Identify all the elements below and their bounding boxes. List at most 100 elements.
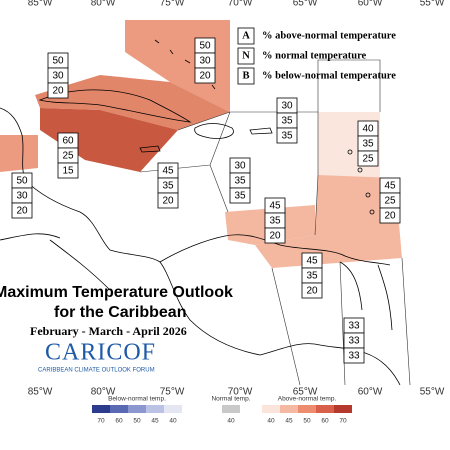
probability-below: 35 <box>281 131 293 142</box>
probability-below: 20 <box>306 286 318 297</box>
probability-cell <box>157 192 179 209</box>
probability-normal: 30 <box>52 71 64 82</box>
colorbar: Below-normal temp. 70 60 50 45 40 Normal temp.… <box>92 396 352 425</box>
key-text: % above-normal temperature <box>262 30 396 41</box>
colorbar-tick: 60 <box>115 418 123 425</box>
longitude-bottom: 80°W <box>91 387 116 398</box>
longitude-top: 65°W <box>293 0 318 9</box>
probability-box: 60 25 15 <box>57 132 79 179</box>
probability-box: 45 25 20 <box>379 177 401 224</box>
key-text: % normal temperature <box>262 50 367 61</box>
probability-cell <box>57 162 79 179</box>
colorbar-swatch <box>110 405 128 413</box>
probability-above: 33 <box>348 321 360 332</box>
longitude-bottom: 55°W <box>420 387 445 398</box>
colorbar-tick: 70 <box>339 418 347 425</box>
probability-box: 50 30 20 <box>47 52 69 99</box>
colorbar-swatch <box>316 405 334 413</box>
colorbar-tick: 40 <box>267 418 275 425</box>
key-letter: B <box>242 70 249 81</box>
zone-belize <box>0 135 38 172</box>
key-letter: N <box>242 50 250 61</box>
colorbar-swatch <box>222 405 240 413</box>
probability-normal: 33 <box>348 336 360 347</box>
colorbar-tick: 50 <box>133 418 141 425</box>
probability-below: 20 <box>269 231 281 242</box>
probability-normal: 25 <box>384 196 396 207</box>
probability-normal: 35 <box>234 176 246 187</box>
probability-above: 50 <box>16 176 28 187</box>
probability-normal: 30 <box>199 56 211 67</box>
colorbar-swatch <box>280 405 298 413</box>
longitude-top: 55°W <box>420 0 445 9</box>
key-box <box>237 27 255 45</box>
probability-below: 20 <box>52 86 64 97</box>
colorbar-swatch <box>164 405 182 413</box>
colorbar-tick: 50 <box>303 418 311 425</box>
probability-normal: 35 <box>162 181 174 192</box>
probability-cell <box>47 82 69 99</box>
probability-box: 50 30 20 <box>194 37 216 84</box>
colorbar-swatch <box>92 405 110 413</box>
probability-above: 50 <box>52 56 64 67</box>
colorbar-title: Normal temp. <box>211 396 250 403</box>
probability-below: 20 <box>162 196 174 207</box>
probability-cell <box>357 150 379 167</box>
probability-cell <box>194 67 216 84</box>
longitude-top: 85°W <box>28 0 53 9</box>
colorbar-tick: 60 <box>321 418 329 425</box>
colorbar-tick: 45 <box>285 418 293 425</box>
colorbar-tick: 40 <box>227 418 235 425</box>
probability-below: 20 <box>199 71 211 82</box>
key-letter: A <box>242 30 250 41</box>
probability-normal: 35 <box>306 271 318 282</box>
probability-above: 30 <box>281 101 293 112</box>
colorbar-tick: 70 <box>97 418 105 425</box>
probability-below: 20 <box>384 211 396 222</box>
longitude-top: 80°W <box>91 0 116 9</box>
longitude-bottom: 65°W <box>293 387 318 398</box>
probability-above: 45 <box>384 181 396 192</box>
colorbar-tick: 40 <box>169 418 177 425</box>
probability-above: 45 <box>269 201 281 212</box>
probability-box: 50 30 20 <box>11 172 33 219</box>
colorbar-swatch <box>146 405 164 413</box>
probability-below: 35 <box>234 191 246 202</box>
probability-below: 25 <box>362 154 374 165</box>
probability-normal: 35 <box>269 216 281 227</box>
probability-normal: 35 <box>362 139 374 150</box>
probability-normal: 25 <box>62 151 74 162</box>
longitude-labels: 85°W 80°W 75°W 70°W 65°W 60°W 55°W 85°W 80°W 75°W… <box>28 0 445 398</box>
probability-box: 40 35 25 <box>357 120 379 167</box>
longitude-bottom: 60°W <box>358 387 383 398</box>
key: A % above-normal temperature N % normal tem… <box>237 27 396 85</box>
probability-boxes: 50 30 20 50 30 20 60 25 15 50 30 20 45 35 20 30 35 35 30 35… <box>11 37 401 364</box>
probability-box: 45 35 20 <box>301 252 323 299</box>
probability-above: 60 <box>62 136 74 147</box>
probability-cell <box>276 127 298 144</box>
zone-windwards <box>315 175 400 235</box>
probability-cell <box>343 347 365 364</box>
probability-below: 15 <box>62 166 74 177</box>
probability-box: 33 33 33 <box>343 317 365 364</box>
probability-above: 40 <box>362 124 374 135</box>
probability-normal: 30 <box>16 191 28 202</box>
longitude-top: 70°W <box>228 0 253 9</box>
colorbar-title: Below-normal temp. <box>108 396 166 403</box>
probability-cell <box>11 202 33 219</box>
probability-cell <box>301 282 323 299</box>
season: February - March - April 2026 <box>30 324 187 338</box>
probability-above: 45 <box>306 256 318 267</box>
probability-above: 30 <box>234 161 246 172</box>
longitude-top: 60°W <box>358 0 383 9</box>
colorbar-swatch <box>334 405 352 413</box>
longitude-bottom: 75°W <box>160 387 185 398</box>
zone-jamaica <box>40 108 178 172</box>
key-box <box>237 67 255 85</box>
probability-cell <box>229 187 251 204</box>
key-box <box>237 47 255 65</box>
probability-cell <box>379 207 401 224</box>
logo-subtitle: CARIBBEAN CLIMATE OUTLOOK FORUM <box>38 368 155 374</box>
longitude-bottom: 70°W <box>228 387 253 398</box>
